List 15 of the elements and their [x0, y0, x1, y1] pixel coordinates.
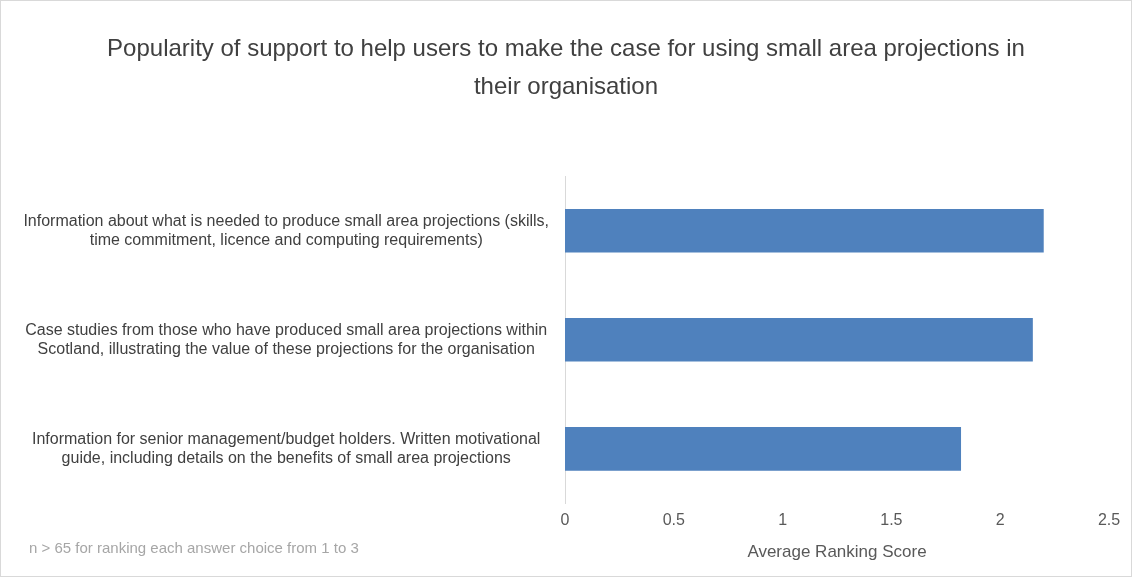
x-tick-label: 1 — [778, 511, 788, 529]
y-tick-label: Information about what is needed to produce small area projections (skills, time commitment, licence and computing requirements) — [23, 211, 549, 248]
y-tick-label: Case studies from those who have produced small area projections within Scotland, illustrating the value of these projections for the organisation — [25, 320, 548, 357]
bar — [565, 208, 1044, 253]
x-tick-label: 0.5 — [662, 511, 686, 529]
x-tick-label: 2.5 — [1097, 511, 1121, 529]
bar — [565, 317, 1033, 362]
x-tick-label: 1.5 — [880, 511, 903, 529]
x-axis-title: Average Ranking Score — [747, 542, 927, 562]
chart-title: Popularity of support to help users to make the case for using small area projections in their organisation — [106, 33, 1026, 101]
x-tick-label: 0 — [560, 511, 570, 529]
x-tick-label: 2 — [995, 511, 1005, 529]
text: n > 65 for ranking each answer choice from 1 to 3 — [29, 539, 359, 556]
y-tick-label: Information for senior management/budget holders. Written motivational guide, including details on the benefits of small area projections — [31, 429, 541, 466]
bar — [565, 427, 962, 471]
